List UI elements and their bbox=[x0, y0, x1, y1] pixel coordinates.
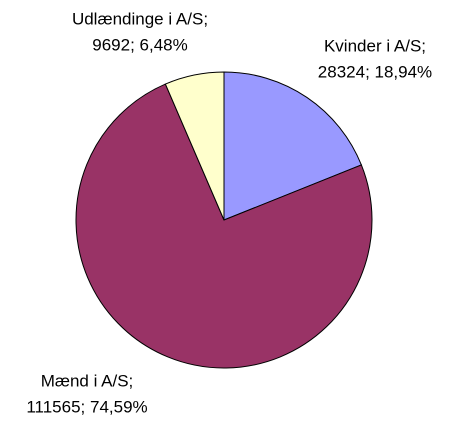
slice-value-label: 28324; 18,94% bbox=[318, 62, 432, 81]
slice-value-label: 9692; 6,48% bbox=[92, 35, 187, 54]
slice-value-label: 111565; 74,59% bbox=[26, 397, 147, 416]
pie-slice bbox=[75, 83, 373, 369]
pie-slice bbox=[223, 71, 363, 221]
slice-label: Udlændinge i A/S; bbox=[72, 9, 208, 28]
slice-label: Kvinder i A/S; bbox=[324, 36, 426, 55]
pie-slice bbox=[164, 71, 225, 221]
slice-label: Mænd i A/S; bbox=[41, 371, 134, 390]
